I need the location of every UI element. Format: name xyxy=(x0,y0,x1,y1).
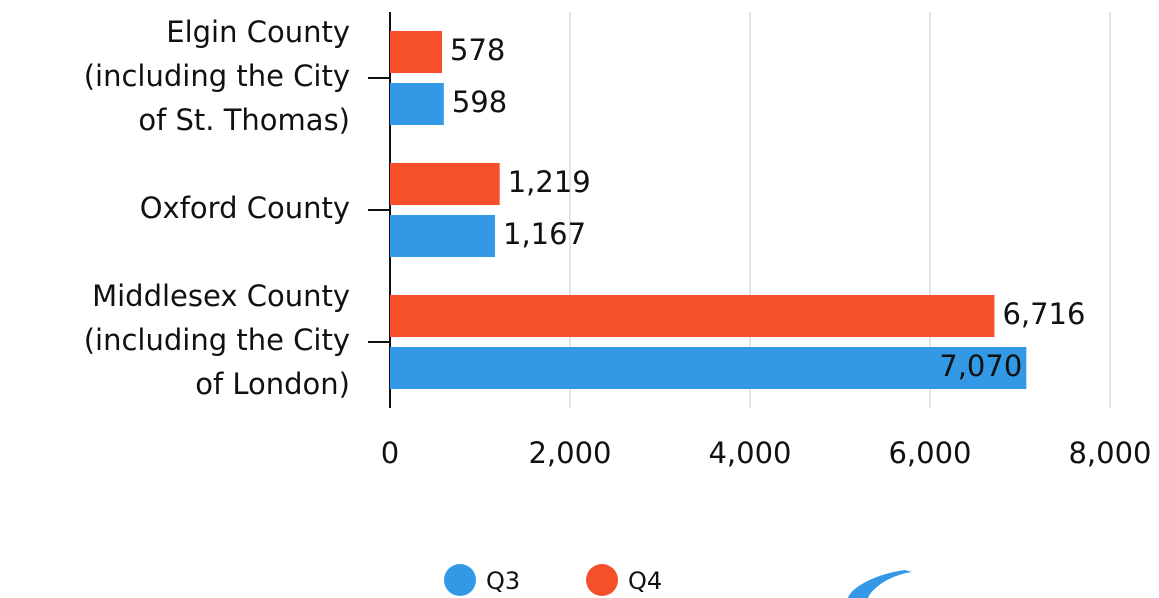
legend-label: Q4 xyxy=(628,567,662,595)
bar xyxy=(390,83,444,125)
legend-marker xyxy=(586,564,618,596)
y-tick-label: Oxford County xyxy=(140,191,350,225)
value-label: 7,070 xyxy=(939,349,1022,383)
bar xyxy=(390,215,496,257)
value-label: 578 xyxy=(450,33,505,67)
value-label: 1,219 xyxy=(508,165,591,199)
value-label: 6,716 xyxy=(1002,297,1085,331)
x-tick-label: 2,000 xyxy=(528,436,611,470)
legend-label: Q3 xyxy=(486,567,520,595)
decoration xyxy=(848,570,912,598)
legend-marker xyxy=(444,564,476,596)
x-tick-label: 6,000 xyxy=(888,436,971,470)
x-tick-label: 8,000 xyxy=(1068,436,1151,470)
x-tick-label: 4,000 xyxy=(708,436,791,470)
bar xyxy=(390,163,500,205)
y-tick-label: Middlesex County (including the City of Lo… xyxy=(84,279,350,401)
value-label: 1,167 xyxy=(503,217,586,251)
bar xyxy=(390,347,1027,389)
value-label: 598 xyxy=(452,85,507,119)
y-tick-label: Elgin County (including the City of St. Th… xyxy=(84,15,350,137)
bar xyxy=(390,31,443,73)
bar xyxy=(390,295,995,337)
x-tick-label: 0 xyxy=(381,436,399,470)
